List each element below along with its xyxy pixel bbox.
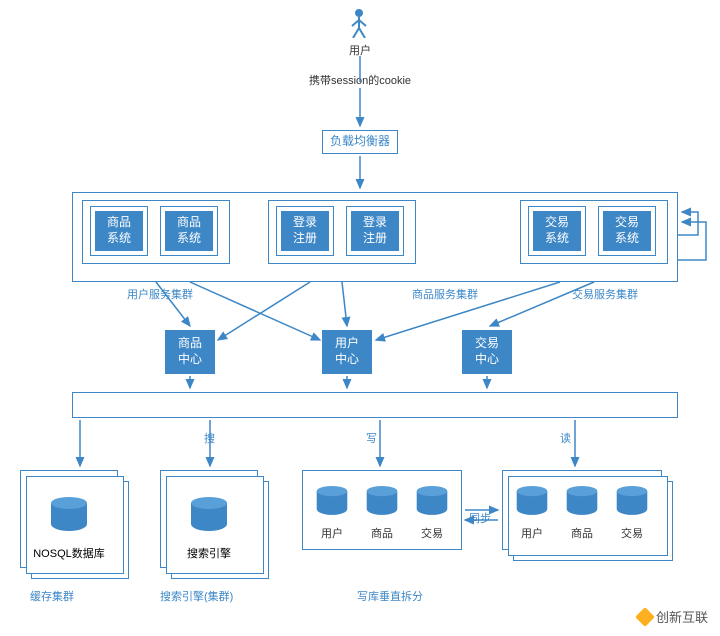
cylinder-icon — [51, 497, 87, 537]
write-db-row: 用户 商品 交易 — [302, 470, 462, 550]
db-item: 用户 — [514, 483, 550, 541]
user-label: 用户 — [340, 42, 380, 58]
read-db-row: 用户 商品 交易 — [502, 470, 662, 550]
edge-search: 搜 — [204, 430, 215, 446]
trade-cluster-item-2: 交易 系统 — [598, 206, 656, 256]
watermark-icon — [635, 607, 655, 627]
edge-read: 读 — [560, 430, 571, 446]
db-item: 交易 — [414, 483, 450, 541]
product-cluster-label: 商品服务集群 — [395, 286, 495, 302]
write-db-label: 写库垂直拆分 — [340, 588, 440, 604]
product-center: 商品 中心 — [165, 330, 215, 374]
product-cluster-item-2: 登录 注册 — [346, 206, 404, 256]
user-cluster-item-2: 商品 系统 — [160, 206, 218, 256]
mid-container — [72, 392, 678, 418]
trade-cluster-label: 交易服务集群 — [555, 286, 655, 302]
user-center: 用户 中心 — [322, 330, 372, 374]
nosql-cluster-label: 缓存集群 — [30, 588, 120, 604]
search-card: 搜索引擎 — [160, 470, 258, 568]
load-balancer-label: 负载均衡器 — [330, 134, 390, 150]
watermark: 创新互联 — [638, 607, 708, 626]
user-cluster-item-1: 商品 系统 — [90, 206, 148, 256]
user-icon — [349, 8, 369, 38]
edge-write: 写 — [366, 430, 377, 446]
trade-center: 交易 中心 — [462, 330, 512, 374]
db-item: 商品 — [564, 483, 600, 541]
edge-sync: 同步 — [469, 510, 491, 526]
nosql-card: NOSQL数据库 — [20, 470, 118, 568]
cookie-label: 携带session的cookie — [300, 72, 420, 88]
product-cluster-item-1: 登录 注册 — [276, 206, 334, 256]
db-item: 交易 — [614, 483, 650, 541]
load-balancer-box: 负载均衡器 — [322, 130, 398, 154]
trade-cluster-item-1: 交易 系统 — [528, 206, 586, 256]
db-item: 商品 — [364, 483, 400, 541]
db-item: 用户 — [314, 483, 350, 541]
user-cluster-label: 用户服务集群 — [110, 286, 210, 302]
cylinder-icon — [191, 497, 227, 537]
search-cluster-label: 搜索引擎(集群) — [160, 588, 270, 604]
